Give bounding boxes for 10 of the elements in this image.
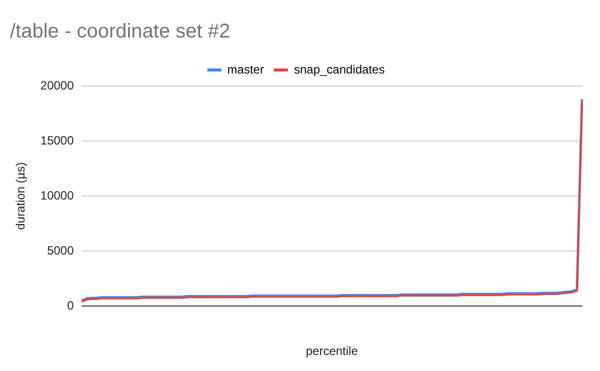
- x-axis-title: percentile: [306, 344, 358, 358]
- y-tick-label: 10000: [40, 188, 74, 202]
- legend-label: master: [227, 62, 264, 76]
- y-tick-label: 20000: [40, 78, 74, 92]
- y-tick-label: 0: [67, 298, 74, 313]
- chart-title: /table - coordinate set #2: [10, 20, 230, 43]
- legend-label: snap_candidates: [294, 62, 385, 76]
- y-tick-label: 15000: [40, 133, 74, 148]
- y-tick-label: 5000: [47, 243, 74, 258]
- y-axis-title: duration (µs): [14, 162, 28, 230]
